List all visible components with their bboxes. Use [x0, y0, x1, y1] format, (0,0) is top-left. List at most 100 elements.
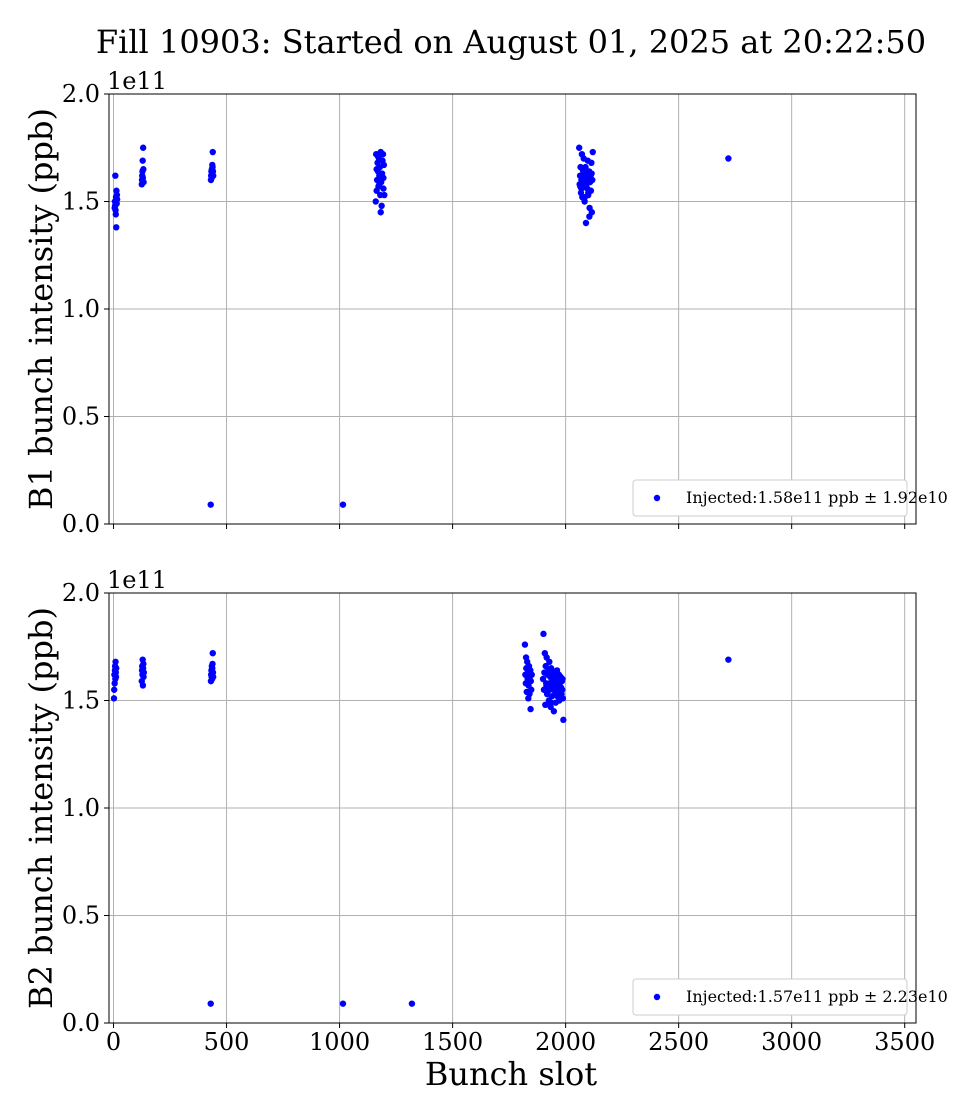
data-point — [545, 667, 552, 674]
data-point — [110, 695, 118, 702]
x-axis-label: Bunch slot — [425, 1055, 597, 1093]
data-point — [575, 144, 583, 151]
legend-label: Injected:1.57e11 ppb ± 2.23e10 — [686, 987, 948, 1006]
y-offset-label: 1e11 — [107, 566, 167, 594]
data-point — [381, 191, 388, 199]
data-point — [112, 673, 120, 681]
data-points — [111, 144, 732, 508]
y-tick-label: 1.0 — [62, 794, 100, 822]
y-axis-label: B2 bunch intensity (ppb) — [22, 607, 60, 1009]
data-point — [725, 155, 732, 162]
data-point — [522, 654, 530, 661]
data-point — [525, 695, 532, 702]
legend-box — [632, 978, 908, 1016]
x-tick-label: 1500 — [422, 1028, 483, 1056]
subplot-b1: 0.0 0.5 1.0 1.5 2.0 1e11 B1 bunch intensity (p… — [22, 67, 948, 538]
data-point — [207, 1000, 214, 1007]
legend: Injected:1.58e11 ppb ± 1.92e10 — [632, 479, 948, 517]
data-point — [408, 1000, 416, 1007]
data-point — [552, 671, 559, 678]
y-tick-label: 2.0 — [62, 80, 100, 108]
data-point — [110, 686, 118, 693]
data-point — [542, 701, 549, 708]
data-point — [209, 650, 216, 657]
y-tick-label: 0.0 — [62, 510, 100, 538]
x-tick-label: 3000 — [761, 1028, 822, 1056]
data-point — [210, 172, 217, 179]
y-tick-label: 0.5 — [62, 403, 100, 431]
data-point — [378, 202, 385, 209]
legend-marker — [653, 494, 661, 502]
data-point — [588, 159, 595, 166]
data-point — [580, 155, 587, 162]
data-point — [374, 153, 382, 160]
legend-label: Injected:1.58e11 ppb ± 1.92e10 — [686, 488, 948, 507]
data-point — [543, 682, 550, 689]
data-point — [586, 213, 593, 220]
y-tick-label: 1.5 — [62, 687, 100, 715]
data-point — [377, 209, 384, 216]
data-point — [379, 151, 387, 158]
axes-frame — [108, 93, 917, 525]
data-point — [373, 166, 380, 173]
figure-title: Fill 10903: Started on August 01, 2025 a… — [96, 23, 926, 61]
data-point — [556, 675, 564, 683]
data-point — [560, 716, 567, 724]
y-axis-label: B1 bunch intensity (ppb) — [22, 108, 60, 510]
data-point — [527, 705, 534, 713]
data-point — [113, 665, 120, 672]
data-point — [579, 166, 586, 173]
data-point — [339, 501, 347, 508]
y-tick-label: 1.0 — [62, 295, 100, 323]
data-point — [140, 669, 148, 676]
x-tick-label: 500 — [204, 1028, 250, 1056]
data-point — [139, 682, 147, 689]
data-point — [587, 172, 594, 179]
data-point — [139, 144, 147, 151]
data-point — [112, 658, 119, 665]
x-tick-label: 0 — [106, 1028, 121, 1056]
data-point — [540, 630, 547, 638]
data-point — [549, 680, 557, 687]
data-point — [376, 181, 383, 188]
data-point — [139, 157, 146, 164]
subplot-b2: 0 500 1000 1500 2000 2500 3000 3500 0.0 0.5 1.0 1.5… — [22, 566, 948, 1056]
y-tick-label: 1.5 — [62, 188, 100, 216]
data-point — [581, 194, 589, 201]
data-point — [209, 660, 216, 668]
data-point — [527, 677, 535, 685]
data-point — [210, 673, 217, 681]
data-point — [209, 148, 216, 156]
data-point — [113, 196, 121, 203]
legend-box — [632, 479, 908, 517]
data-point — [140, 178, 147, 186]
x-tick-label: 2000 — [535, 1028, 596, 1056]
axes-frame — [108, 592, 917, 1024]
data-point — [112, 211, 119, 218]
data-point — [380, 161, 388, 169]
data-point — [113, 224, 120, 231]
data-point — [521, 641, 529, 648]
data-point — [559, 695, 567, 702]
data-point — [380, 174, 387, 182]
y-tick-label: 2.0 — [62, 579, 100, 607]
data-point — [372, 198, 379, 205]
data-point — [339, 1000, 347, 1007]
data-point — [547, 699, 555, 706]
x-tick-label: 1000 — [309, 1028, 370, 1056]
data-point — [559, 686, 566, 693]
data-points — [110, 630, 732, 1007]
data-point — [140, 660, 147, 668]
x-tick-label: 2500 — [648, 1028, 709, 1056]
data-point — [582, 181, 590, 188]
data-point — [589, 148, 596, 156]
y-tick-label: 0.0 — [62, 1009, 100, 1037]
data-point — [112, 172, 119, 179]
data-point — [380, 185, 387, 192]
data-point — [140, 166, 147, 173]
y-tick-label: 0.5 — [62, 902, 100, 930]
y-offset-label: 1e11 — [107, 67, 167, 95]
